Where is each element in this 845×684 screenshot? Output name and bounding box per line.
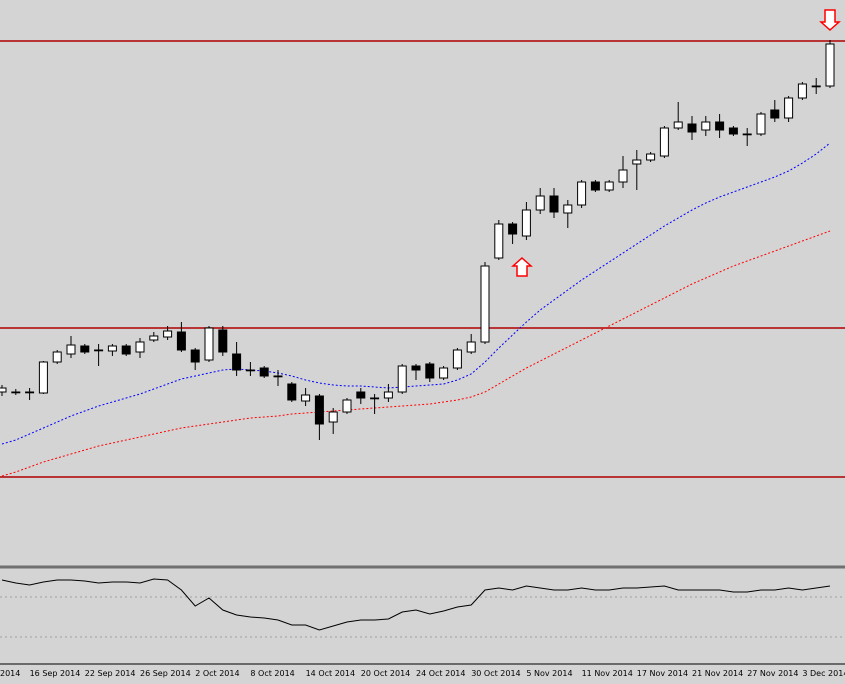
candle-body <box>25 391 35 394</box>
candle-body <box>659 127 669 157</box>
candle-body <box>0 387 7 393</box>
x-tick-label: 30 Oct 2014 <box>471 669 520 678</box>
candle-body <box>301 394 311 402</box>
candle-body <box>770 109 780 119</box>
candle-body <box>328 411 338 423</box>
candle-body <box>204 327 214 361</box>
buy-arrow <box>511 256 533 277</box>
moving-average <box>1 142 831 445</box>
candle-body <box>480 265 490 343</box>
x-tick-label: 2014 <box>0 669 20 678</box>
candle-body <box>163 330 173 338</box>
candle-body <box>121 345 131 355</box>
candle-body <box>342 399 352 413</box>
candle-body <box>273 375 283 378</box>
x-tick-label: 16 Sep 2014 <box>30 669 81 678</box>
x-tick-label: 5 Nov 2014 <box>526 669 572 678</box>
candle-body <box>190 349 200 363</box>
candle-body <box>701 121 711 131</box>
x-tick-label: 8 Oct 2014 <box>250 669 294 678</box>
candle-body <box>590 181 600 191</box>
candle-body <box>107 345 117 352</box>
candle-body <box>314 395 324 425</box>
x-tick-label: 3 Dec 2014 <box>802 669 845 678</box>
candle-body <box>135 341 145 353</box>
candle-body <box>425 363 435 379</box>
x-tick-label: 24 Oct 2014 <box>416 669 465 678</box>
sell-arrow <box>819 9 841 32</box>
candle-body <box>452 349 462 369</box>
candle-body <box>521 209 531 237</box>
indicator-line <box>1 578 831 631</box>
x-tick-label: 11 Nov 2014 <box>582 669 633 678</box>
candle-body <box>632 159 642 165</box>
candle-body <box>466 341 476 353</box>
x-tick-label: 2 Oct 2014 <box>195 669 239 678</box>
candle-body <box>673 121 683 129</box>
candle-body <box>11 391 21 394</box>
x-tick-label: 14 Oct 2014 <box>306 669 355 678</box>
candle-body <box>218 329 228 353</box>
candle-body <box>176 331 186 351</box>
x-tick-label: 27 Nov 2014 <box>747 669 798 678</box>
candle-body <box>259 367 269 377</box>
candle-body <box>618 169 628 183</box>
candle-body <box>797 83 807 99</box>
candle-body <box>549 195 559 213</box>
candle-body <box>742 133 752 136</box>
candle-body <box>715 121 725 131</box>
candle-body <box>535 195 545 211</box>
candle-body <box>811 85 821 88</box>
candle-body <box>94 349 104 352</box>
candle-body <box>149 335 159 341</box>
x-tick-label: 21 Nov 2014 <box>692 669 743 678</box>
candle-body <box>383 391 393 399</box>
candle-body <box>728 127 738 135</box>
candle-body <box>66 344 76 355</box>
moving-average <box>1 230 831 477</box>
candle-body <box>646 153 656 161</box>
candle-body <box>370 397 380 400</box>
candle-body <box>245 369 255 372</box>
candle-body <box>687 123 697 133</box>
candle-body <box>397 365 407 393</box>
x-tick-label: 26 Sep 2014 <box>140 669 191 678</box>
candle-body <box>80 345 90 353</box>
candle-body <box>52 351 62 363</box>
candle-body <box>411 365 421 371</box>
x-tick-label: 22 Sep 2014 <box>85 669 136 678</box>
candle-body <box>756 113 766 135</box>
candle-body <box>356 391 366 399</box>
candle-body <box>439 367 449 379</box>
candle-body <box>577 181 587 206</box>
candle-body <box>563 204 573 214</box>
candle-body <box>784 97 794 119</box>
candle-body <box>604 181 614 191</box>
candle-body <box>825 43 835 87</box>
x-tick-label: 20 Oct 2014 <box>361 669 410 678</box>
candle-body <box>494 223 504 259</box>
x-tick-label: 17 Nov 2014 <box>637 669 688 678</box>
candle-body <box>287 383 297 401</box>
candle-body <box>232 353 242 371</box>
candle-body <box>38 361 48 394</box>
candle-body <box>508 223 518 235</box>
